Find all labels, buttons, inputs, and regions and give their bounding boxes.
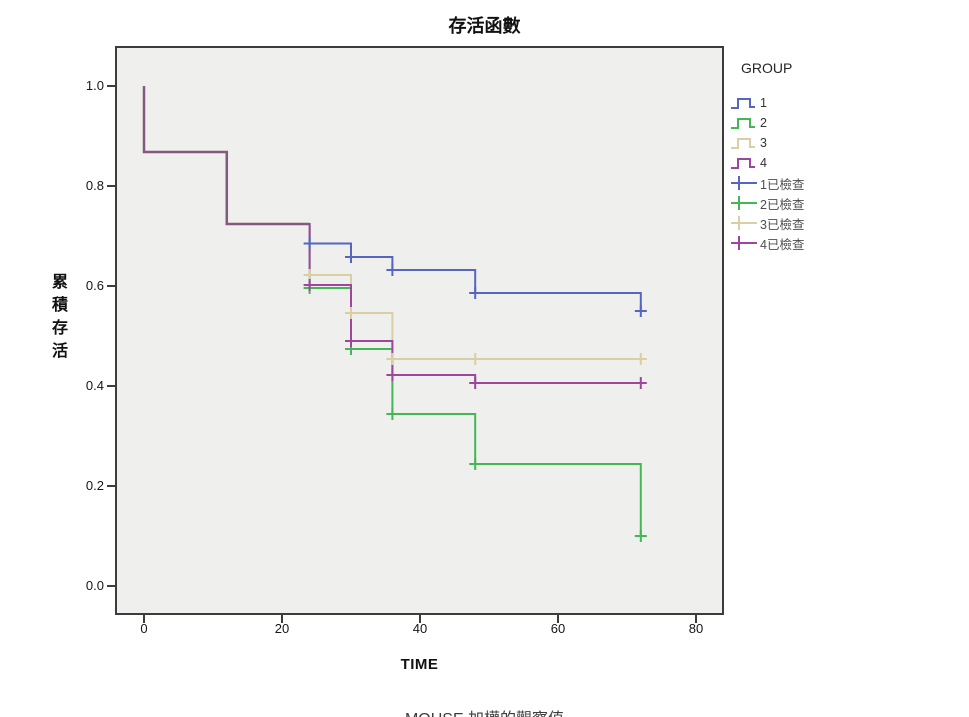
legend-item-label: 2: [760, 116, 767, 130]
legend-item-3已檢查: 3已檢查: [731, 213, 963, 233]
step-line-icon: [731, 158, 755, 169]
censored-marker-icon: [731, 216, 757, 230]
weighted-cases-footnote: MOUSE 加權的觀察值: [0, 705, 969, 717]
legend-title: GROUP: [741, 60, 793, 76]
legend-item-label: 1: [760, 96, 767, 110]
overlapping-curves-segment: [142, 86, 310, 226]
legend: GROUP 1 2 3 4 1已檢查 2已檢查 3已檢查 4已檢查: [731, 60, 963, 253]
censored-marker-icon: [731, 196, 757, 210]
step-line-icon: [731, 98, 755, 109]
y-tick-label: 0.6: [85, 278, 104, 293]
legend-item-label: 3已檢查: [760, 217, 805, 232]
legend-item-2: 2: [731, 113, 963, 133]
legend-items: 1 2 3 4 1已檢查 2已檢查 3已檢查 4已檢查: [731, 93, 963, 253]
legend-item-4: 4: [731, 153, 963, 173]
plot-frame: [115, 46, 724, 615]
x-axis-title: TIME: [400, 656, 439, 673]
y-tick-label: 0.0: [85, 578, 104, 593]
step-line-icon: [731, 138, 755, 149]
censored-marker-icon: [731, 236, 757, 250]
y-tick-label: 1.0: [85, 78, 104, 93]
y-tick-label: 0.4: [85, 378, 104, 393]
step-line-icon: [731, 118, 755, 129]
legend-item-label: 1已檢查: [760, 177, 805, 192]
legend-item-3: 3: [731, 133, 963, 153]
y-tick-label: 0.2: [85, 478, 104, 493]
legend-item-label: 2已檢查: [760, 197, 805, 212]
x-tick-label: 40: [412, 621, 428, 636]
legend-item-label: 4已檢查: [760, 237, 805, 252]
censored-marker-icon: [731, 176, 757, 190]
x-tick-label: 20: [274, 621, 290, 636]
x-tick-label: 80: [688, 621, 704, 636]
y-tick-label: 0.8: [85, 178, 104, 193]
legend-item-label: 4: [760, 156, 767, 170]
y-axis-title: 累積存活: [51, 274, 68, 360]
plot-area: [107, 46, 724, 623]
legend-item-2已檢查: 2已檢查: [731, 193, 963, 213]
legend-item-label: 3: [760, 136, 767, 150]
x-tick-label: 0: [140, 621, 148, 636]
legend-item-1已檢查: 1已檢查: [731, 173, 963, 193]
legend-item-4已檢查: 4已檢查: [731, 233, 963, 253]
chart-title: 存活函數: [448, 16, 521, 36]
x-tick-label: 60: [550, 621, 566, 636]
legend-item-1: 1: [731, 93, 963, 113]
